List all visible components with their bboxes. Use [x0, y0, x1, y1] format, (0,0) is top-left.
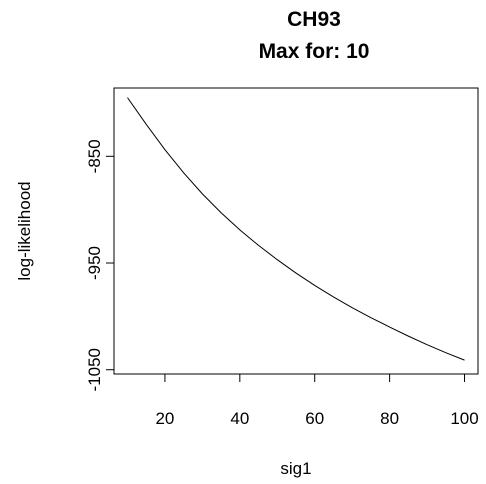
y-tick-label: -950: [85, 246, 104, 280]
x-tick-label: 80: [380, 409, 399, 428]
chart-title: CH93: [287, 8, 341, 31]
series-line: [127, 97, 465, 361]
y-axis: -850 -950 -1050: [85, 139, 115, 391]
chart-subtitle: Max for: 10: [259, 40, 370, 63]
x-tick-label: 20: [155, 409, 174, 428]
x-tick-label: 40: [230, 409, 249, 428]
y-tick-label: -850: [85, 139, 104, 173]
x-axis: 20 40 60 80 100: [155, 373, 479, 428]
plot-frame: [113, 87, 479, 375]
x-tick-label: 100: [450, 409, 478, 428]
x-axis-label: sig1: [280, 459, 311, 478]
y-tick-label: -1050: [85, 348, 104, 391]
y-axis-label: log-likelihood: [15, 181, 34, 280]
x-tick-label: 60: [305, 409, 324, 428]
